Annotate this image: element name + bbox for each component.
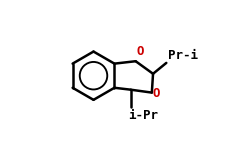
Text: i-Pr: i-Pr	[128, 109, 158, 122]
Text: O: O	[136, 45, 144, 58]
Text: O: O	[153, 87, 160, 100]
Text: Pr-i: Pr-i	[168, 49, 198, 62]
